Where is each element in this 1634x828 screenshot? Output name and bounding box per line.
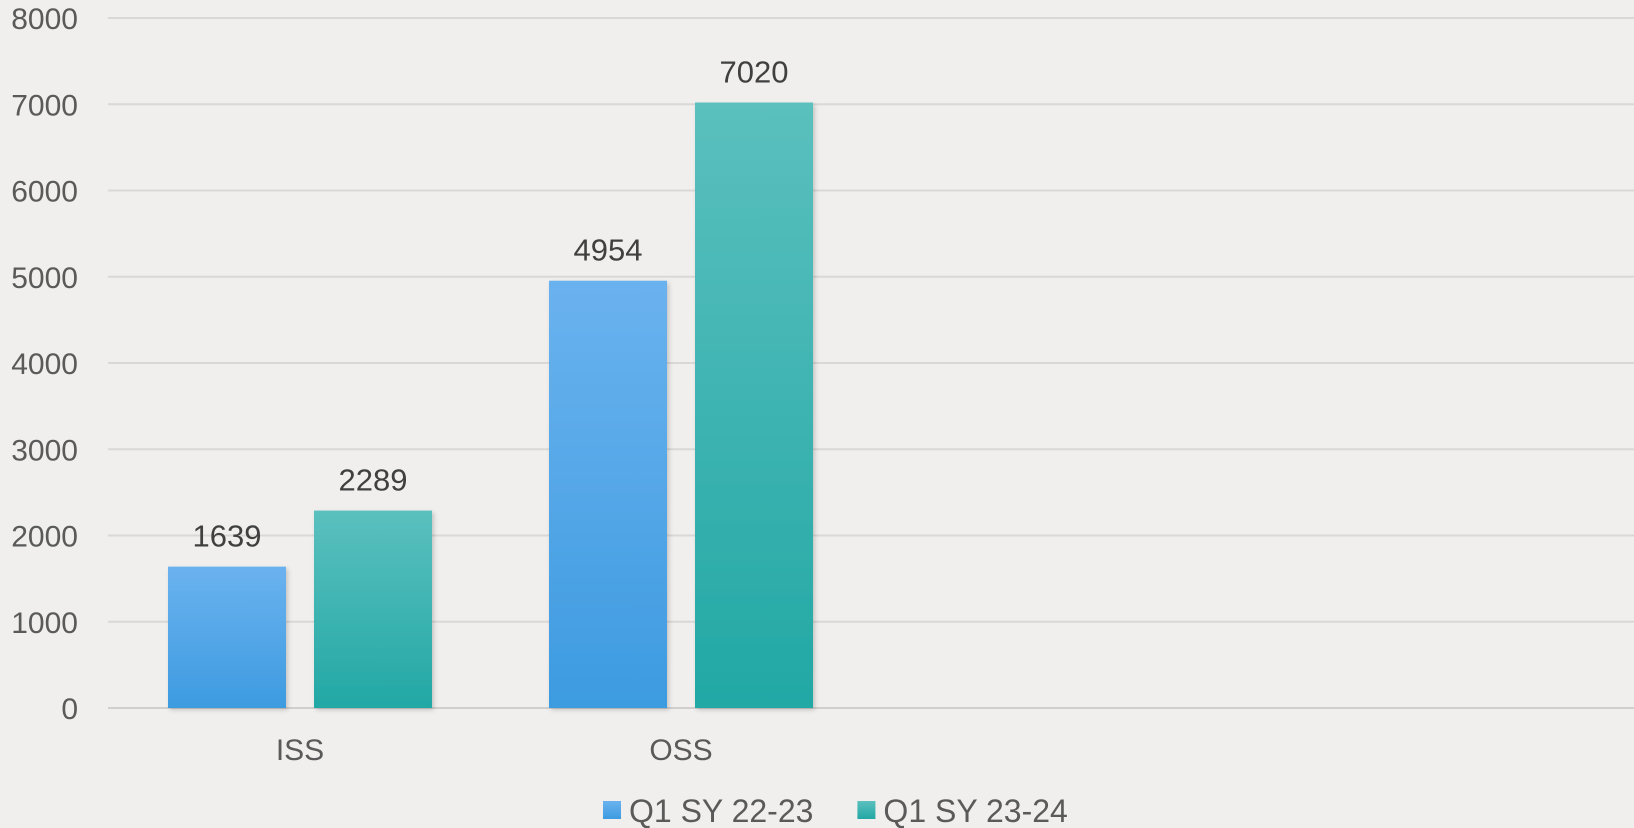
data-labels: 1639 2289 4954 7020 — [193, 55, 789, 554]
data-label: 7020 — [720, 55, 789, 90]
y-tick-label: 2000 — [11, 521, 78, 554]
bar-iss-series-2 — [314, 510, 432, 708]
y-tick-label: 1000 — [11, 607, 78, 640]
y-tick-label: 7000 — [11, 89, 78, 122]
y-tick-label: 8000 — [11, 3, 78, 36]
legend-label: Q1 SY 22-23 — [629, 793, 813, 828]
x-axis-category-labels: ISS OSS — [276, 734, 713, 767]
data-label: 1639 — [193, 519, 262, 554]
y-tick-label: 5000 — [11, 262, 78, 295]
bars — [168, 102, 813, 708]
y-tick-label: 6000 — [11, 176, 78, 209]
legend-label: Q1 SY 23-24 — [883, 793, 1067, 828]
bar-iss-series-1 — [168, 566, 286, 708]
bar-oss-series-1 — [549, 280, 667, 708]
legend-swatch — [857, 801, 876, 819]
x-category-label: ISS — [276, 734, 324, 767]
y-tick-label: 4000 — [11, 348, 78, 381]
data-label: 2289 — [339, 463, 408, 498]
bar-oss-series-2 — [695, 102, 813, 708]
legend: Q1 SY 22-23 Q1 SY 23-24 — [603, 793, 1068, 828]
y-tick-label: 3000 — [11, 434, 78, 467]
legend-swatch — [603, 801, 621, 819]
y-tick-label: 0 — [61, 693, 78, 726]
y-axis-tick-labels: 0 1000 2000 3000 4000 5000 6000 7000 8000 — [11, 3, 78, 726]
x-category-label: OSS — [649, 734, 712, 767]
data-label: 4954 — [574, 233, 643, 268]
